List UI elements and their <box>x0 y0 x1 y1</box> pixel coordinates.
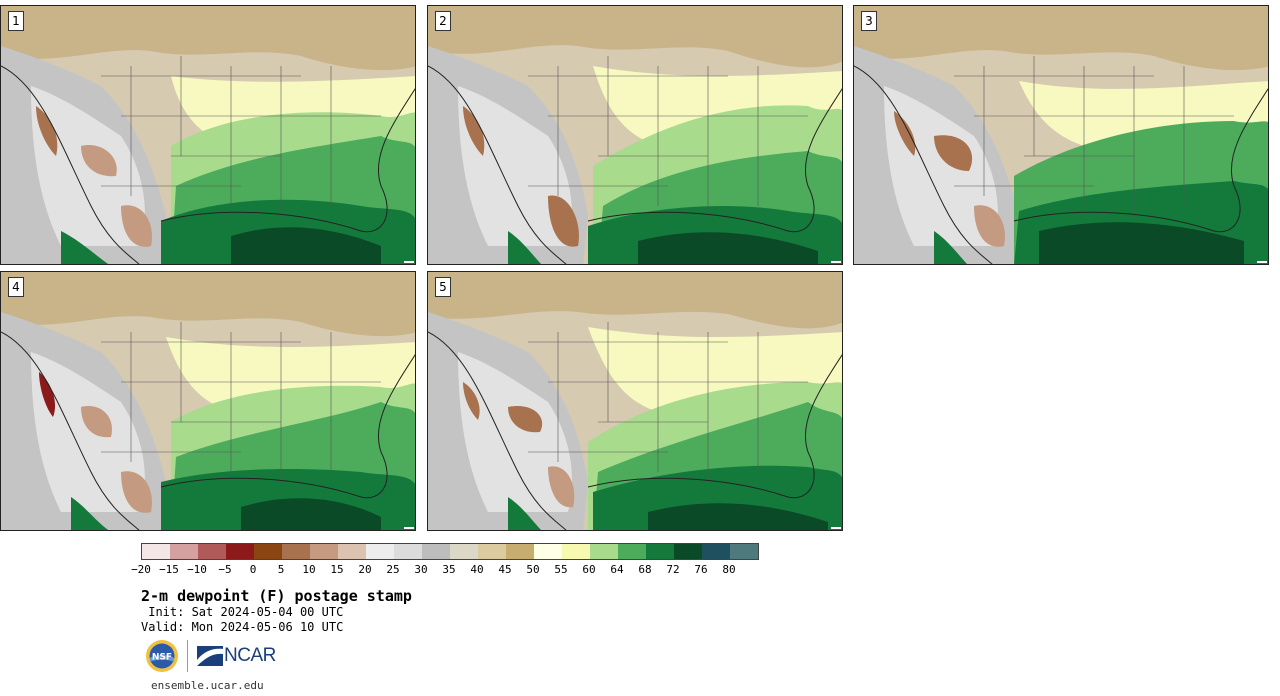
colorbar-tick-label: 76 <box>694 563 708 576</box>
map-panel-5: 5 <box>427 271 843 531</box>
dewpoint-map <box>1 6 415 264</box>
colorbar-swatch-10 <box>422 544 450 559</box>
panel-number: 3 <box>861 11 877 31</box>
colorbar-tick-label: −5 <box>218 563 232 576</box>
map-panel-2: 2 <box>427 5 843 265</box>
colorbar-swatch-7 <box>338 544 366 559</box>
colorbar-swatch-12 <box>478 544 506 559</box>
colorbar-tick-label: 45 <box>498 563 512 576</box>
colorbar-swatch-9 <box>394 544 422 559</box>
map-panel-3: 3 <box>853 5 1269 265</box>
colorbar-swatch-14 <box>534 544 562 559</box>
map-panel-1: 1 <box>0 5 416 265</box>
colorbar-swatch-5 <box>282 544 310 559</box>
colorbar-swatch-15 <box>562 544 590 559</box>
nsf-logo-text: NSF <box>152 653 172 663</box>
colorbar-tick-label: 60 <box>582 563 596 576</box>
corner-mark <box>404 261 414 263</box>
logo-divider <box>187 640 188 672</box>
colorbar-tick-label: 25 <box>386 563 400 576</box>
colorbar-tick-label: 68 <box>638 563 652 576</box>
chart-title: 2-m dewpoint (F) postage stamp <box>141 587 412 605</box>
colorbar-tick-label: 0 <box>249 563 257 576</box>
dewpoint-map <box>854 6 1268 264</box>
valid-time: Valid: Mon 2024-05-06 10 UTC <box>141 620 344 634</box>
colorbar-swatch-21 <box>730 544 758 559</box>
dewpoint-map <box>1 272 415 530</box>
colorbar-swatch-4 <box>254 544 282 559</box>
init-time: Init: Sat 2024-05-04 00 UTC <box>141 605 344 619</box>
colorbar-tick-label: 5 <box>277 563 285 576</box>
footer-url: ensemble.ucar.edu <box>151 679 264 692</box>
corner-mark <box>831 527 841 529</box>
colorbar-tick-label: 30 <box>414 563 428 576</box>
colorbar-tick-label: 64 <box>610 563 624 576</box>
colorbar-tick-label: −15 <box>159 563 179 576</box>
colorbar-tick-label: 10 <box>302 563 316 576</box>
colorbar-tick-label: 72 <box>666 563 680 576</box>
colorbar-tick-label: −10 <box>187 563 207 576</box>
colorbar-swatch-19 <box>674 544 702 559</box>
colorbar-swatch-8 <box>366 544 394 559</box>
colorbar-swatch-16 <box>590 544 618 559</box>
nsf-logo: NSF <box>146 640 178 672</box>
colorbar <box>141 543 759 560</box>
colorbar-swatch-11 <box>450 544 478 559</box>
colorbar-tick-label: −20 <box>131 563 151 576</box>
colorbar-swatch-18 <box>646 544 674 559</box>
colorbar-swatch-20 <box>702 544 730 559</box>
panel-number: 1 <box>8 11 24 31</box>
colorbar-swatch-2 <box>198 544 226 559</box>
panel-number: 4 <box>8 277 24 297</box>
colorbar-swatch-13 <box>506 544 534 559</box>
colorbar-tick-label: 20 <box>358 563 372 576</box>
colorbar-swatch-3 <box>226 544 254 559</box>
corner-mark <box>404 527 414 529</box>
colorbar-swatch-1 <box>170 544 198 559</box>
colorbar-tick-label: 35 <box>442 563 456 576</box>
ncar-swoosh-icon <box>197 646 223 666</box>
colorbar-tick-label: 15 <box>330 563 344 576</box>
map-panel-4: 4 <box>0 271 416 531</box>
panel-number: 2 <box>435 11 451 31</box>
colorbar-tick-label: 55 <box>554 563 568 576</box>
dewpoint-map <box>428 272 842 530</box>
dewpoint-map <box>428 6 842 264</box>
colorbar-swatch-17 <box>618 544 646 559</box>
colorbar-swatch-0 <box>142 544 170 559</box>
colorbar-ticks: −20 −15 −10 −5 0 5 10 15 20 25 30 35 40 45 50 55 60 64 68 7… <box>131 563 781 577</box>
logo-bar: NSF NCAR <box>145 638 276 674</box>
panel-number: 5 <box>435 277 451 297</box>
ncar-logo: NCAR <box>197 645 276 667</box>
colorbar-tick-label: 50 <box>526 563 540 576</box>
colorbar-swatch-6 <box>310 544 338 559</box>
corner-mark <box>831 261 841 263</box>
corner-mark <box>1257 261 1267 263</box>
colorbar-tick-label: 80 <box>722 563 736 576</box>
colorbar-tick-label: 40 <box>470 563 484 576</box>
ncar-logo-text: NCAR <box>224 645 276 666</box>
